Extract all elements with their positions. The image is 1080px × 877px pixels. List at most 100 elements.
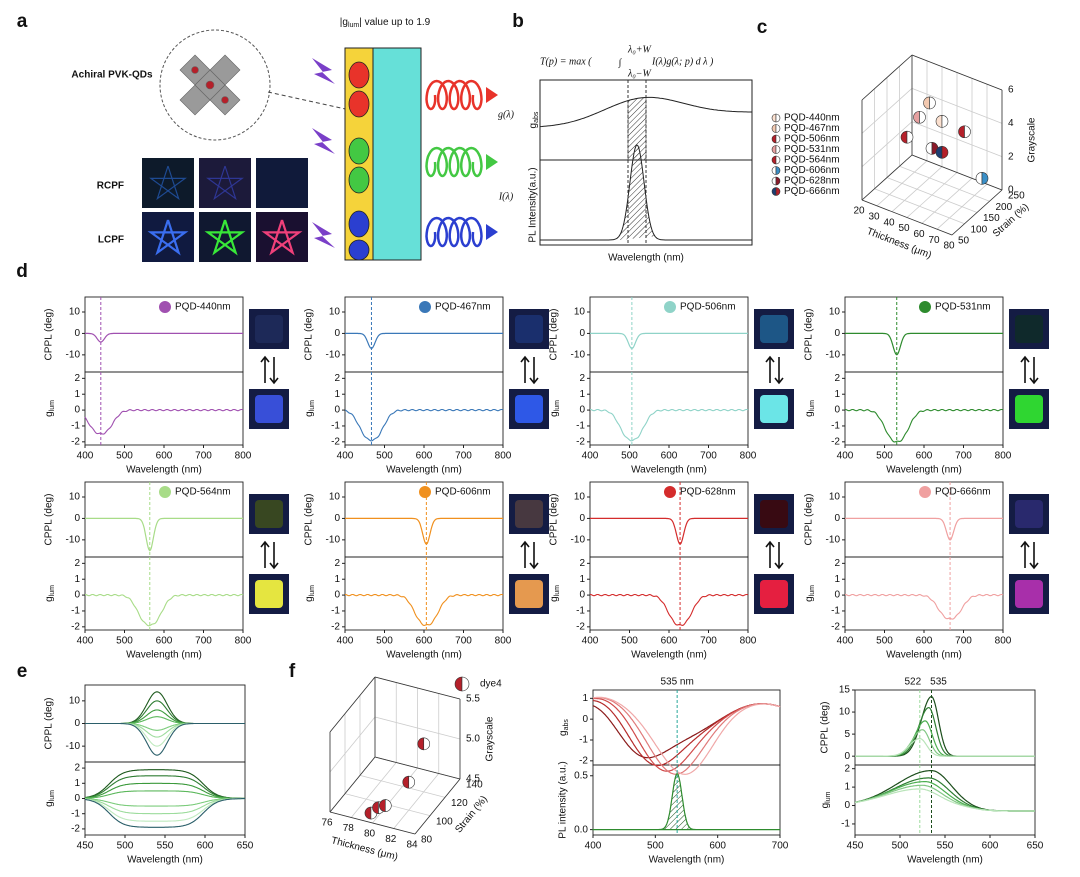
cppl-curve [845, 517, 1003, 541]
x-tick-label: 700 [700, 636, 717, 647]
x-tick-label: 800 [740, 451, 757, 462]
y-tick-label: -10 [571, 349, 586, 360]
glum-curve [854, 770, 1035, 812]
half-right [929, 96, 936, 110]
x-tick-label: 650 [237, 841, 254, 852]
label-main: g [528, 123, 539, 129]
gabs-curve [592, 697, 781, 772]
axis-label: Wavelength (nm) [608, 253, 684, 264]
half-right [408, 775, 416, 789]
switch-arrow [529, 542, 539, 570]
x-tick-label: 60 [913, 229, 925, 240]
panel-label: f [289, 661, 296, 682]
x-tick-label: 800 [995, 636, 1012, 647]
cppl-curve [345, 517, 503, 545]
y-tick-label: -1 [579, 735, 588, 746]
legend-label: dye4 [480, 679, 502, 690]
panel-label: b [512, 11, 524, 32]
point [379, 799, 392, 812]
y-tick-label: -1 [331, 606, 340, 617]
cppl-curve [85, 722, 245, 756]
y-tick-label: -2 [576, 436, 585, 447]
x-tick-label: 800 [235, 451, 252, 462]
x-tick-label: 400 [77, 636, 94, 647]
x-tick-label: 400 [585, 841, 602, 852]
photo-sample [1015, 395, 1043, 423]
x-tick-label: 600 [661, 636, 678, 647]
y-tick-label: 10 [839, 707, 851, 718]
half-right [964, 125, 971, 139]
y-tick-label: 0 [579, 405, 585, 416]
y-tick-label: 0 [834, 590, 840, 601]
x-tick-label: 400 [837, 636, 854, 647]
x-tick-label: 600 [197, 841, 214, 852]
glum-curve [84, 798, 245, 822]
x-tick-label: 20 [853, 206, 865, 217]
cppl-curve [855, 720, 1035, 757]
x-tick-label: 500 [876, 451, 893, 462]
half-right [385, 799, 392, 812]
glum-curve [85, 790, 245, 800]
y-tick-label: -10 [326, 534, 341, 545]
x-tick-label: 500 [116, 451, 133, 462]
y-tick-label: -10 [826, 349, 841, 360]
axis-label: Wavelength (nm) [886, 465, 962, 476]
box-edge [329, 676, 376, 733]
y-tick-label: -10 [66, 349, 81, 360]
switch-arrow [520, 355, 530, 383]
y-tick-label: -1 [71, 808, 80, 819]
y-tick-label: 0.0 [574, 824, 588, 835]
y-tick-label: -2 [579, 755, 588, 766]
legend-swatch [771, 124, 781, 133]
photo [199, 212, 251, 262]
y-tick-label: 0 [74, 405, 80, 416]
label-sub: lum [554, 400, 561, 411]
label-main: g [304, 411, 315, 417]
x-tick-label: 800 [235, 636, 252, 647]
lattice [179, 54, 241, 116]
axis-label: CPPL (deg) [804, 494, 815, 546]
plot-frame [854, 764, 1036, 836]
axis-label: PL Intensity(a.u.) [528, 167, 539, 242]
glum-curve [845, 408, 1004, 443]
half-left [958, 125, 965, 139]
half-right [775, 155, 781, 165]
x-tick-label: 82 [385, 834, 397, 845]
z-tick-label: 2 [1008, 151, 1014, 162]
y-tick-label: 2 [579, 373, 585, 384]
photo-sample [1015, 500, 1043, 528]
cpl-helix [425, 216, 483, 248]
grid-line [861, 121, 913, 167]
y-tick-label: 1 [74, 389, 80, 400]
glum-curve [854, 784, 1035, 812]
annotation: 535 nm [660, 677, 693, 688]
label-sub: lum [809, 400, 816, 411]
box-edge [374, 756, 461, 780]
photo-sample [515, 580, 543, 608]
photo-sample [760, 580, 788, 608]
plot-frame [844, 371, 1004, 446]
axis-label: CPPL (deg) [44, 309, 55, 361]
glum-curve [84, 782, 246, 800]
x-tick-label: 450 [847, 841, 864, 852]
y-tick-label: 120 [451, 798, 468, 809]
axis-label: CPPL (deg) [44, 494, 55, 546]
legend-label: PQD-531nm [784, 144, 840, 155]
x-tick-label: 700 [772, 841, 789, 852]
x-tick-label: 30 [868, 211, 880, 222]
box-edge [329, 811, 416, 835]
label-sub: lum [49, 790, 56, 801]
y-tick-label: 0 [834, 513, 840, 524]
x-tick-label: 500 [876, 636, 893, 647]
label-sub: lum [49, 400, 56, 411]
y-tick-label: -1 [576, 606, 585, 617]
half-left [975, 172, 983, 185]
qd-label: Achiral PVK-QDs [71, 70, 153, 81]
photo-sample [255, 315, 283, 343]
half-left [771, 166, 777, 175]
cppl-curve [85, 709, 245, 725]
y-tick-label: 50 [958, 236, 970, 247]
y-tick-label: 10 [574, 307, 586, 318]
y-tick-label: 10 [329, 492, 341, 503]
photo-sample [515, 500, 543, 528]
